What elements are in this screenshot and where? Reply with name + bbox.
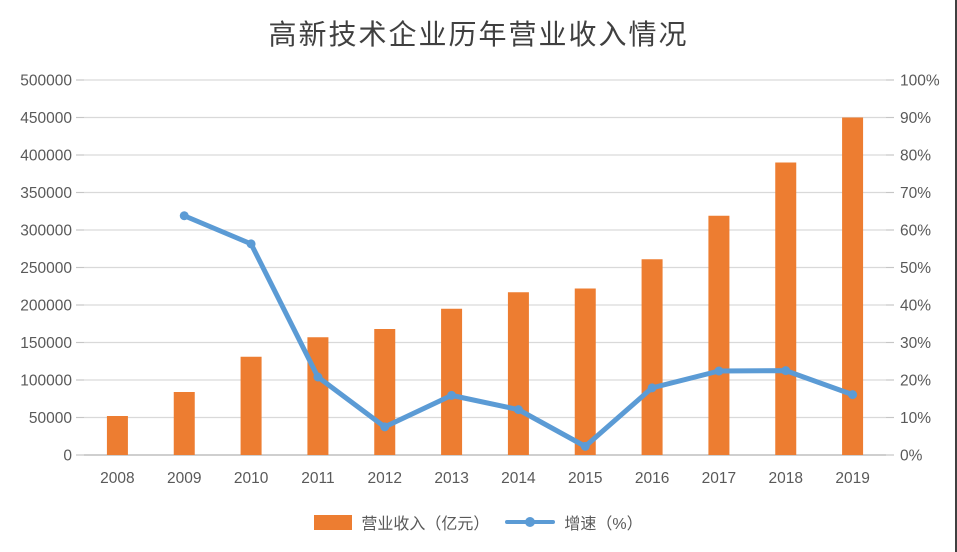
revenue-legend-label: 营业收入（亿元）: [361, 516, 490, 533]
line-marker-2015: [580, 441, 590, 451]
bar-2010: [240, 356, 262, 455]
right-edge-border: [955, 0, 957, 552]
x-axis-tick-label: 2012: [368, 470, 402, 487]
left-axis-tick-label: 50000: [29, 410, 72, 427]
line-marker-2009: [179, 211, 189, 221]
bar-2018: [775, 162, 797, 455]
line-marker-2011: [313, 372, 323, 382]
line-marker-2013: [447, 390, 457, 400]
left-axis-tick-label: 150000: [20, 335, 72, 352]
line-marker-2012: [380, 422, 390, 432]
bar-2013: [441, 308, 463, 455]
bar-2011: [307, 337, 329, 455]
legend-item-growth: 增速（%）: [505, 510, 643, 534]
line-marker-2017: [714, 366, 724, 376]
right-axis-tick-label: 30%: [900, 335, 931, 352]
right-axis-tick-label: 90%: [900, 110, 931, 127]
right-axis-tick-label: 80%: [900, 148, 931, 165]
left-axis-tick-label: 500000: [20, 73, 72, 90]
legend-item-revenue: 营业收入（亿元）: [314, 510, 489, 534]
left-axis-tick-label: 250000: [20, 260, 72, 277]
legend: 营业收入（亿元） 增速（%）: [0, 510, 957, 534]
x-axis-tick-label: 2009: [167, 470, 201, 487]
bar-2008: [106, 416, 128, 455]
right-axis-tick-label: 50%: [900, 260, 931, 277]
left-axis-tick-label: 100000: [20, 373, 72, 390]
left-axis-tick-label: 350000: [20, 185, 72, 202]
left-axis-tick-label: 450000: [20, 110, 72, 127]
bar-2015: [574, 288, 596, 455]
line-marker-2010: [246, 239, 256, 249]
x-axis-tick-label: 2014: [501, 470, 536, 487]
left-axis-tick-label: 400000: [20, 148, 72, 165]
left-axis-tick-label: 200000: [20, 298, 72, 315]
line-marker-2016: [647, 383, 657, 393]
growth-legend-dot-icon: [525, 517, 536, 527]
bar-2019: [842, 117, 864, 455]
line-marker-2014: [513, 405, 523, 415]
revenue-legend-swatch: [314, 514, 353, 530]
right-axis-tick-label: 0%: [900, 448, 923, 465]
right-axis-tick-label: 60%: [900, 223, 931, 240]
x-axis-tick-label: 2013: [434, 470, 468, 487]
right-axis-tick-label: 70%: [900, 185, 931, 202]
left-axis-tick-label: 300000: [20, 223, 72, 240]
right-axis-tick-label: 40%: [900, 298, 931, 315]
line-marker-2018: [781, 366, 791, 376]
x-axis-tick-label: 2008: [100, 470, 134, 487]
bar-2016: [641, 259, 663, 455]
x-axis-tick-label: 2017: [702, 470, 736, 487]
left-axis-tick-label: 0: [63, 448, 72, 465]
x-axis-tick-label: 2019: [835, 470, 869, 487]
growth-legend-label: 增速（%）: [564, 516, 643, 533]
x-axis-tick-label: 2018: [769, 470, 803, 487]
x-axis-tick-label: 2015: [568, 470, 602, 487]
right-axis-tick-label: 100%: [900, 73, 940, 90]
x-axis-tick-label: 2011: [301, 470, 334, 487]
x-axis-tick-label: 2010: [234, 470, 269, 487]
bar-2012: [374, 329, 396, 455]
x-axis-tick-label: 2016: [635, 470, 669, 487]
line-marker-2019: [848, 390, 858, 400]
bar-2017: [708, 215, 730, 455]
right-axis-tick-label: 20%: [900, 373, 931, 390]
bar-2014: [507, 292, 529, 455]
growth-legend-line-icon: [505, 517, 556, 527]
right-axis-tick-label: 10%: [900, 410, 931, 427]
chart-title: 高新技术企业历年营业收入情况: [268, 20, 689, 51]
bar-2009: [173, 392, 195, 455]
